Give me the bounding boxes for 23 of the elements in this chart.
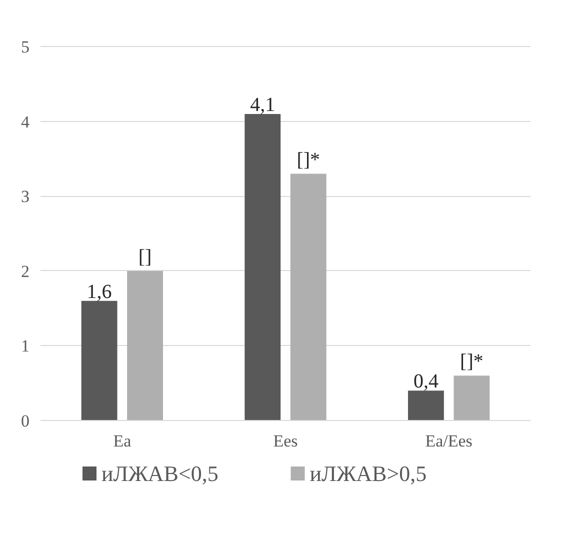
x-tick-label: Ea <box>113 432 132 450</box>
bar <box>408 390 444 420</box>
data-label: []* <box>460 350 484 373</box>
y-tick-label: 4 <box>21 112 30 132</box>
legend-label: иЛЖАВ<0,5 <box>102 461 218 486</box>
data-label: 0,4 <box>413 370 438 393</box>
data-label: 4,1 <box>250 94 276 116</box>
bar <box>127 270 163 420</box>
bar <box>244 114 281 420</box>
x-tick-label: Ees <box>273 432 298 450</box>
y-tick-label: 5 <box>21 38 30 57</box>
y-tick-label: 3 <box>21 187 30 206</box>
data-label: 1,6 <box>86 280 112 303</box>
data-label: [] <box>138 246 152 268</box>
bar <box>290 174 326 420</box>
legend-label: иЛЖАВ>0,5 <box>310 461 427 486</box>
x-tick-label: Ea/Ees <box>425 432 472 450</box>
data-label: []* <box>296 148 320 171</box>
bar <box>454 376 490 420</box>
bar <box>81 300 118 420</box>
y-tick-label: 1 <box>21 336 30 356</box>
y-tick-label: 0 <box>21 412 30 430</box>
y-tick-label: 2 <box>21 262 30 281</box>
